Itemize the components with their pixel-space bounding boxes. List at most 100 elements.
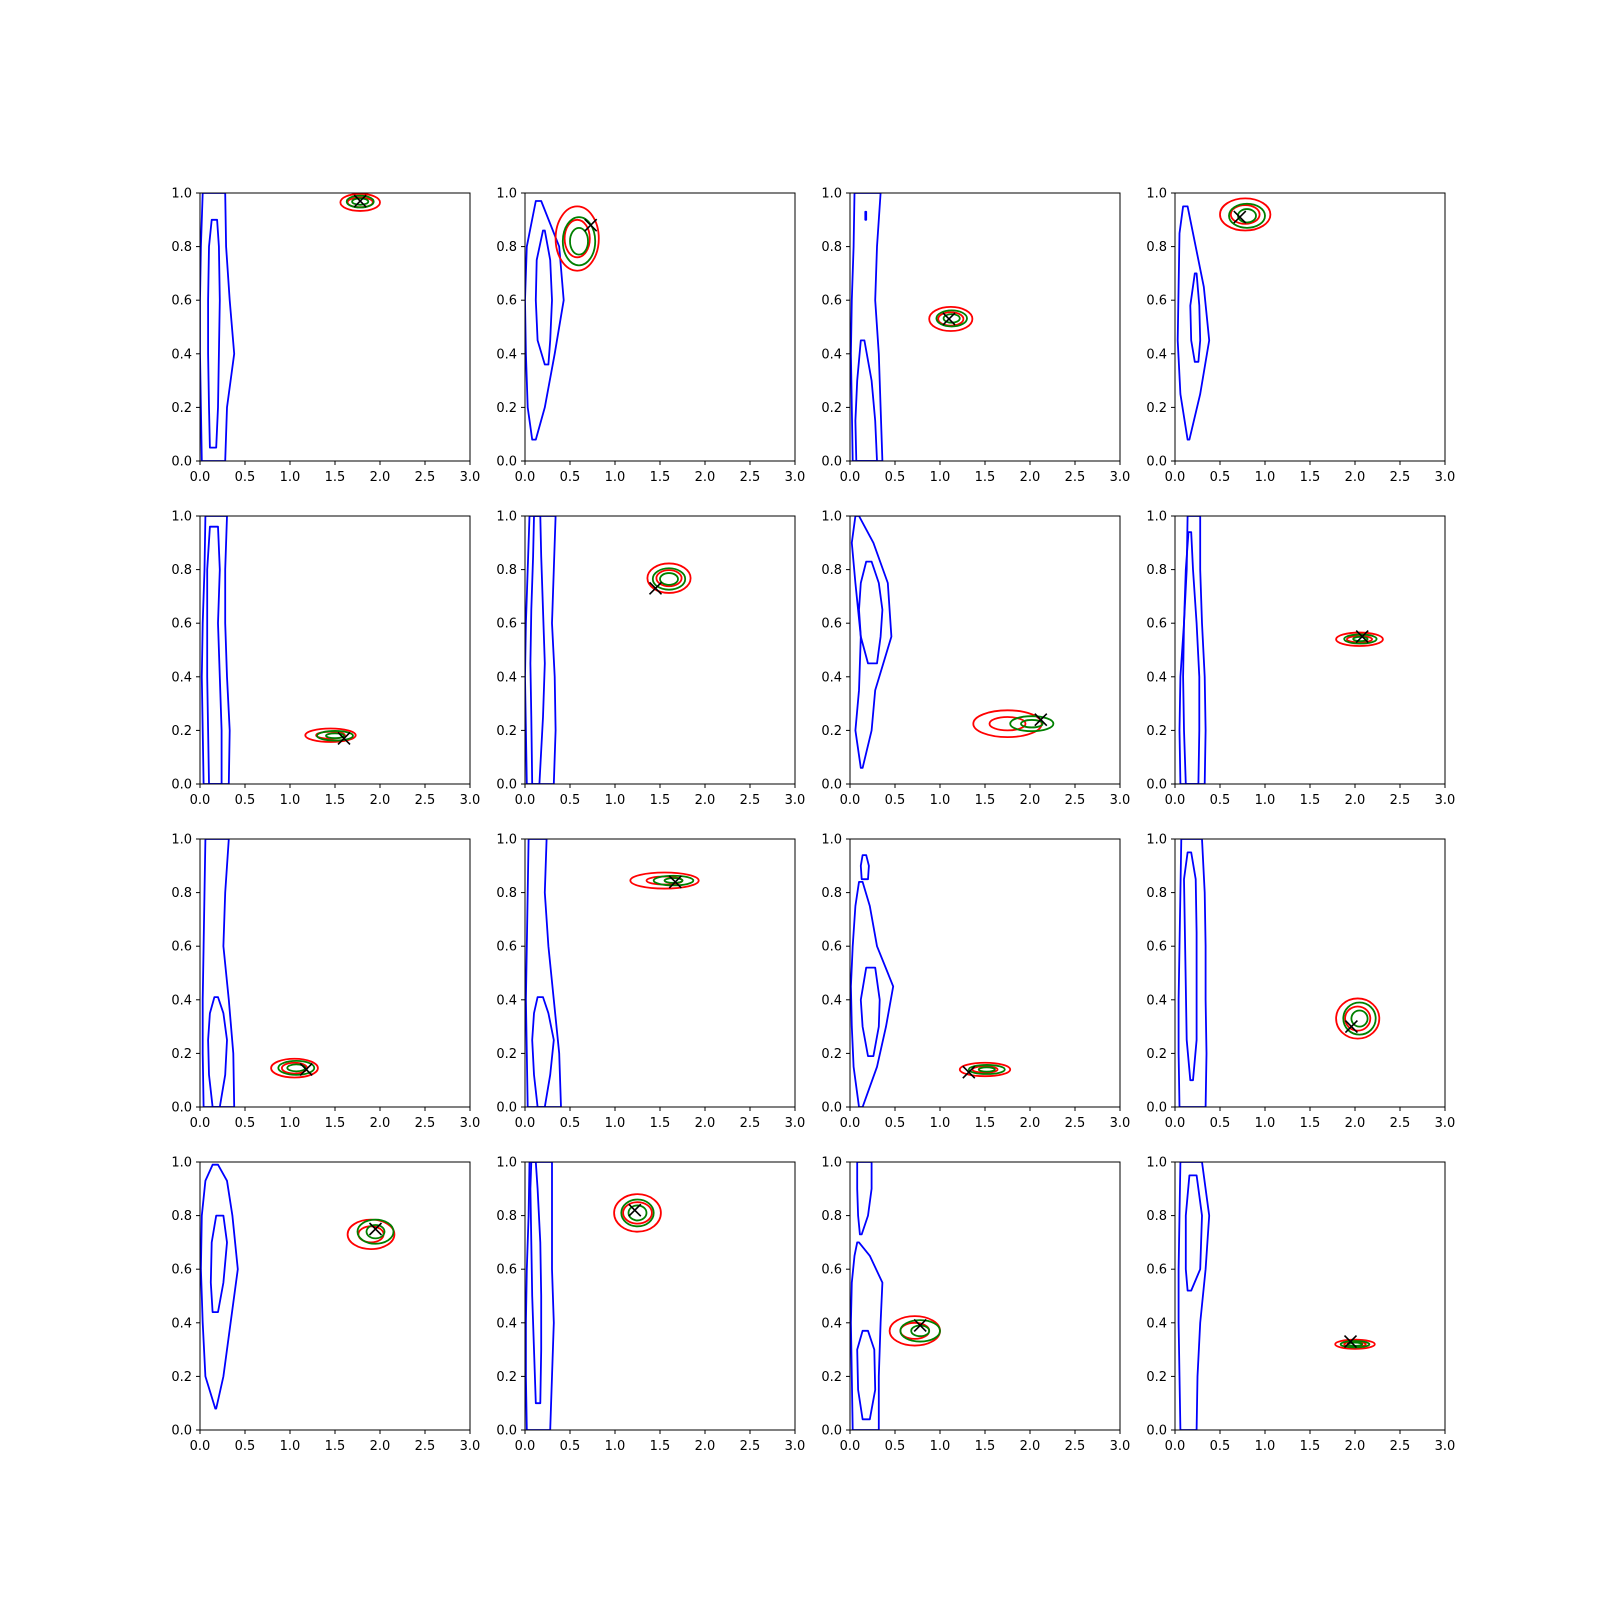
panel-grid: 0.0 0.5 1.0 1.5 2.0 2.5 3.00.00.20.40.60.81.00… xyxy=(171,187,1455,1455)
y-axis: 0.0 0.2 0.4 0.6 0.8 1.0 xyxy=(821,510,850,793)
x-marker xyxy=(1343,1334,1358,1349)
x-axis: 0.0 0.5 1.0 1.5 2.0 2.5 3.0 xyxy=(840,1107,1131,1131)
blue-contour-2 xyxy=(859,966,881,1057)
x-tick-label: 1.5 xyxy=(1300,1116,1321,1131)
x-tick-label: 1.0 xyxy=(280,1116,301,1131)
y-tick-label: 1.0 xyxy=(496,1156,517,1171)
panel-7: 0.0 0.5 1.0 1.5 2.0 2.5 3.0 0.0 0.2 0.4 0.6 0.8 1.0 xyxy=(821,510,1130,809)
panel-11: 0.0 0.5 1.0 1.5 2.0 2.5 3.0 0.0 0.2 0.4 0.6 0.8 1.0 xyxy=(821,833,1130,1132)
y-tick-label: 0.6 xyxy=(1146,617,1167,632)
x-tick-label: 2.0 xyxy=(695,793,716,808)
x-tick-label: 1.0 xyxy=(930,470,951,485)
green-contour-1 xyxy=(651,567,687,591)
x-tick-label: 0.0 xyxy=(190,1439,211,1454)
red-contour-2 xyxy=(1344,1005,1372,1032)
panel-2: 0.0 0.5 1.0 1.5 2.0 2.5 3.0 0.0 0.2 0.4 0.6 0.8 1.0 xyxy=(496,187,805,486)
y-tick-label: 0.0 xyxy=(821,778,842,793)
x-marker xyxy=(1355,630,1369,644)
x-marker xyxy=(337,731,351,746)
y-tick-label: 0.4 xyxy=(821,993,842,1008)
y-tick-label: 0.8 xyxy=(1146,563,1167,578)
x-marker xyxy=(299,1062,313,1077)
x-tick-label: 1.0 xyxy=(1255,1116,1276,1131)
red-contour-1 xyxy=(339,193,381,212)
panel-8: 0.0 0.5 1.0 1.5 2.0 2.5 3.0 0.0 0.2 0.4 0.6 0.8 1.0 xyxy=(1146,510,1455,809)
blue-contour-2 xyxy=(206,525,223,784)
y-tick-label: 0.2 xyxy=(496,724,517,739)
y-axis: 0.0 0.2 0.4 0.6 0.8 1.0 xyxy=(171,833,200,1116)
y-tick-label: 0.8 xyxy=(171,1209,192,1224)
x-tick-label: 3.0 xyxy=(1110,470,1131,485)
y-tick-label: 0.6 xyxy=(821,294,842,309)
x-tick-label: 2.0 xyxy=(370,1116,391,1131)
y-tick-label: 0.0 xyxy=(1146,455,1167,470)
x-tick-label: 2.0 xyxy=(1345,793,1366,808)
y-axis: 0.0 0.2 0.4 0.6 0.8 1.0 xyxy=(1146,1156,1175,1439)
y-tick-label: 0.0 xyxy=(1146,778,1167,793)
green-contour-1 xyxy=(277,1060,316,1076)
x-tick-label: 2.5 xyxy=(1390,1439,1411,1454)
x-tick-label: 3.0 xyxy=(1110,1439,1131,1454)
y-tick-label: 0.6 xyxy=(171,617,192,632)
plot-area xyxy=(525,839,700,1107)
y-tick-label: 0.0 xyxy=(821,455,842,470)
y-tick-label: 0.0 xyxy=(821,1424,842,1439)
x-marker xyxy=(668,875,682,889)
red-contour-1 xyxy=(646,562,692,594)
red-contour-2 xyxy=(622,1201,653,1225)
x-tick-label: 2.5 xyxy=(1390,470,1411,485)
x-axis: 0.0 0.5 1.0 1.5 2.0 2.5 3.0 xyxy=(1165,1107,1455,1131)
red-contour-1 xyxy=(613,1193,662,1233)
y-axis: 0.0 0.2 0.4 0.6 0.8 1.0 xyxy=(821,1156,850,1439)
blue-contour-1 xyxy=(850,516,893,769)
x-tick-label: 1.0 xyxy=(1255,470,1276,485)
panel-14: 0.0 0.5 1.0 1.5 2.0 2.5 3.0 0.0 0.2 0.4 0.6 0.8 1.0 xyxy=(496,1156,805,1455)
x-tick-label: 1.0 xyxy=(1255,793,1276,808)
x-tick-label: 3.0 xyxy=(1110,1116,1131,1131)
green-contour-2 xyxy=(977,1066,996,1073)
y-tick-label: 1.0 xyxy=(821,833,842,848)
x-tick-label: 0.5 xyxy=(560,470,581,485)
y-tick-label: 0.8 xyxy=(496,240,517,255)
y-tick-label: 0.2 xyxy=(171,1370,192,1385)
red-contour-1 xyxy=(1335,997,1381,1040)
x-tick-label: 1.5 xyxy=(1300,1439,1321,1454)
plot-area xyxy=(201,839,319,1107)
y-axis: 0.0 0.2 0.4 0.6 0.8 1.0 xyxy=(496,510,525,793)
x-tick-label: 2.0 xyxy=(695,470,716,485)
y-tick-label: 0.2 xyxy=(171,401,192,416)
x-tick-label: 0.0 xyxy=(515,793,536,808)
y-tick-label: 0.6 xyxy=(496,1263,517,1278)
x-tick-label: 2.0 xyxy=(695,1439,716,1454)
x-tick-label: 1.5 xyxy=(975,1116,996,1131)
blue-contour-1 xyxy=(200,1163,239,1410)
x-tick-label: 0.0 xyxy=(515,470,536,485)
red-contour-1 xyxy=(554,205,600,272)
y-tick-label: 0.2 xyxy=(1146,1047,1167,1062)
x-tick-label: 2.0 xyxy=(1020,470,1041,485)
blue-contour-2 xyxy=(858,560,884,665)
x-tick-label: 0.5 xyxy=(235,470,256,485)
panel-9: 0.0 0.5 1.0 1.5 2.0 2.5 3.0 0.0 0.2 0.4 0.6 0.8 1.0 xyxy=(171,833,480,1132)
green-contour-2 xyxy=(325,732,345,740)
y-tick-label: 0.0 xyxy=(171,1424,192,1439)
y-tick-label: 0.0 xyxy=(496,1424,517,1439)
x-tick-label: 1.5 xyxy=(325,1439,346,1454)
green-contour-2 xyxy=(659,572,679,586)
x-tick-label: 1.0 xyxy=(605,1116,626,1131)
x-tick-label: 1.0 xyxy=(930,793,951,808)
x-tick-label: 2.0 xyxy=(695,1116,716,1131)
green-contour-1 xyxy=(561,216,597,267)
x-tick-label: 3.0 xyxy=(460,793,481,808)
y-tick-label: 1.0 xyxy=(496,833,517,848)
y-tick-label: 0.4 xyxy=(821,670,842,685)
x-axis: 0.0 0.5 1.0 1.5 2.0 2.5 3.0 xyxy=(840,461,1131,485)
y-tick-label: 0.2 xyxy=(496,1047,517,1062)
y-tick-label: 0.6 xyxy=(1146,1263,1167,1278)
x-tick-label: 3.0 xyxy=(460,470,481,485)
plot-area xyxy=(525,1162,662,1430)
y-tick-label: 0.4 xyxy=(1146,670,1167,685)
y-tick-label: 0.4 xyxy=(1146,347,1167,362)
red-contour-1 xyxy=(1219,197,1272,232)
y-tick-label: 0.0 xyxy=(496,1101,517,1116)
